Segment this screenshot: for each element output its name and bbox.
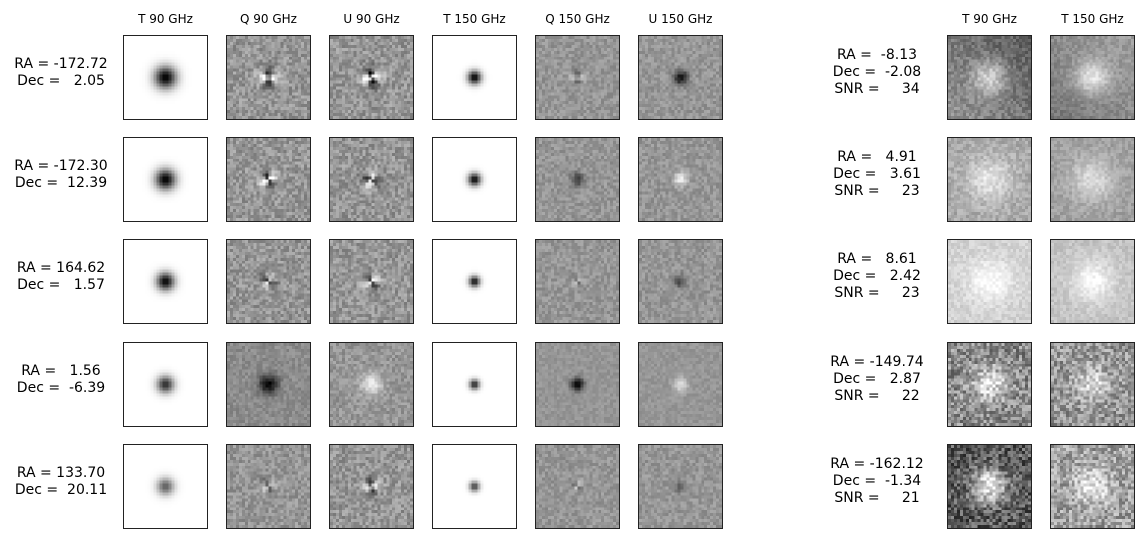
snr-value: SNR = 21 [812,490,942,507]
ra-value: RA = 4.91 [812,149,942,166]
cutout-t-90-ghz [123,35,208,120]
dec-value: Dec = 2.87 [812,371,942,388]
ra-value: RA = 8.61 [812,251,942,268]
ra-value: RA = -8.13 [812,47,942,64]
cutout-t-150-ghz [432,137,517,222]
right-cutout-t-90-ghz [947,137,1032,222]
right-cutout-t-150-ghz [1050,35,1135,120]
dec-value: Dec = 2.42 [812,268,942,285]
ra-value: RA = -172.72 [0,56,126,73]
ra-value: RA = 1.56 [0,363,126,380]
left-source-label: RA = 164.62 Dec = 1.57 [0,260,126,294]
cutout-q-90-ghz [226,239,311,324]
snr-value: SNR = 22 [812,388,942,405]
cutout-q-90-ghz [226,35,311,120]
cutout-t-150-ghz [432,444,517,529]
cutout-u-150-ghz [638,342,723,427]
column-header-u-150-ghz: U 150 GHz [626,12,736,26]
right-source-label: RA = 4.91 Dec = 3.61 SNR = 23 [812,149,942,200]
dec-value: Dec = -2.08 [812,64,942,81]
right-cutout-t-150-ghz [1050,444,1135,529]
right-column-header-t-90-ghz: T 90 GHz [935,12,1045,26]
right-cutout-t-150-ghz [1050,137,1135,222]
right-column-header-t-150-ghz: T 150 GHz [1038,12,1148,26]
dec-value: Dec = 2.05 [0,73,126,90]
cutout-q-150-ghz [535,444,620,529]
right-cutout-t-150-ghz [1050,342,1135,427]
right-cutout-t-90-ghz [947,342,1032,427]
cutout-u-90-ghz [329,137,414,222]
dec-value: Dec = 20.11 [0,482,126,499]
cutout-u-150-ghz [638,239,723,324]
cutout-t-150-ghz [432,239,517,324]
cutout-u-90-ghz [329,444,414,529]
snr-value: SNR = 23 [812,183,942,200]
dec-value: Dec = 12.39 [0,175,126,192]
ra-value: RA = -162.12 [812,456,942,473]
cutout-u-90-ghz [329,239,414,324]
ra-value: RA = -172.30 [0,158,126,175]
right-source-label: RA = -149.74 Dec = 2.87 SNR = 22 [812,354,942,405]
right-source-label: RA = 8.61 Dec = 2.42 SNR = 23 [812,251,942,302]
cutout-t-90-ghz [123,137,208,222]
dec-value: Dec = 1.57 [0,277,126,294]
cutout-u-90-ghz [329,342,414,427]
cutout-q-90-ghz [226,137,311,222]
cutout-t-150-ghz [432,35,517,120]
cutout-q-150-ghz [535,239,620,324]
left-source-label: RA = -172.30 Dec = 12.39 [0,158,126,192]
cutout-u-150-ghz [638,444,723,529]
cutout-t-90-ghz [123,444,208,529]
right-cutout-t-150-ghz [1050,239,1135,324]
cutout-u-90-ghz [329,35,414,120]
dec-value: Dec = -6.39 [0,380,126,397]
column-header-q-90-ghz: Q 90 GHz [214,12,324,26]
ra-value: RA = -149.74 [812,354,942,371]
column-header-t-150-ghz: T 150 GHz [420,12,530,26]
column-header-q-150-ghz: Q 150 GHz [523,12,633,26]
dec-value: Dec = 3.61 [812,166,942,183]
cutout-q-90-ghz [226,342,311,427]
snr-value: SNR = 34 [812,81,942,98]
snr-value: SNR = 23 [812,285,942,302]
left-source-label: RA = 133.70 Dec = 20.11 [0,465,126,499]
cutout-q-150-ghz [535,137,620,222]
ra-value: RA = 164.62 [0,260,126,277]
cutout-t-150-ghz [432,342,517,427]
cutout-t-90-ghz [123,342,208,427]
left-source-label: RA = -172.72 Dec = 2.05 [0,56,126,90]
cutout-u-150-ghz [638,35,723,120]
right-cutout-t-90-ghz [947,35,1032,120]
right-source-label: RA = -8.13 Dec = -2.08 SNR = 34 [812,47,942,98]
cutout-q-150-ghz [535,35,620,120]
cutout-u-150-ghz [638,137,723,222]
cutout-t-90-ghz [123,239,208,324]
cutout-q-90-ghz [226,444,311,529]
right-cutout-t-90-ghz [947,444,1032,529]
cutout-q-150-ghz [535,342,620,427]
dec-value: Dec = -1.34 [812,473,942,490]
right-cutout-t-90-ghz [947,239,1032,324]
column-header-t-90-ghz: T 90 GHz [111,12,221,26]
right-source-label: RA = -162.12 Dec = -1.34 SNR = 21 [812,456,942,507]
ra-value: RA = 133.70 [0,465,126,482]
left-source-label: RA = 1.56 Dec = -6.39 [0,363,126,397]
column-header-u-90-ghz: U 90 GHz [317,12,427,26]
